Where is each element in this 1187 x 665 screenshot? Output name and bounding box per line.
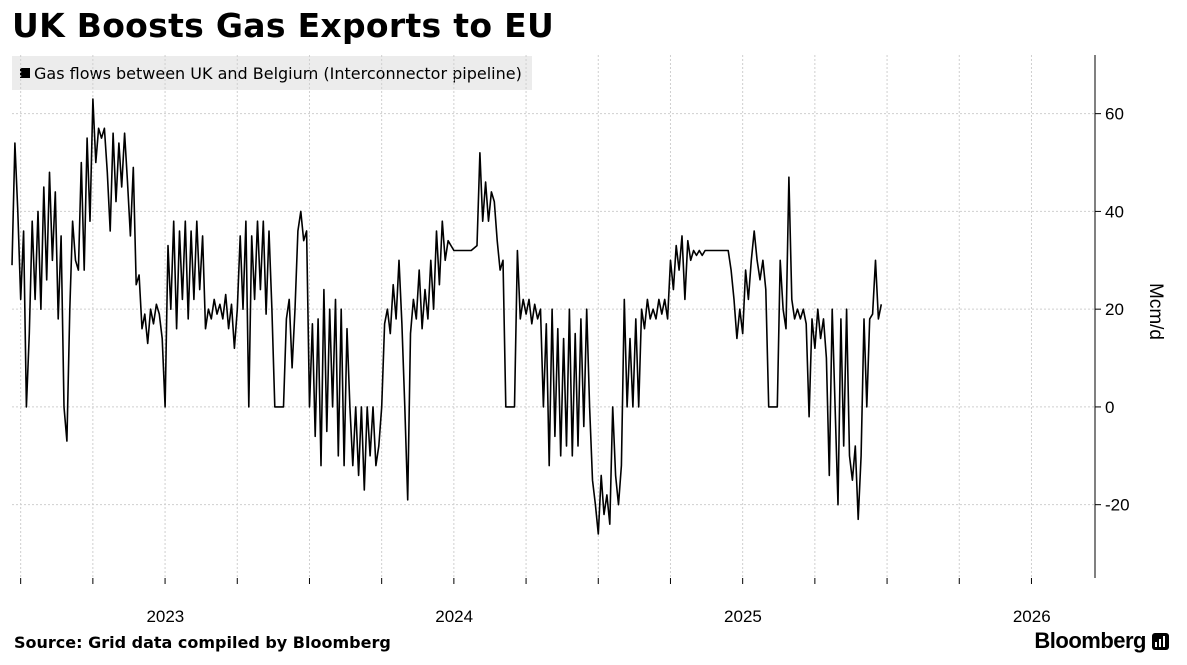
x-tick-label: 2023 (146, 607, 184, 626)
x-tick-label: 2025 (724, 607, 762, 626)
chart-title: UK Boosts Gas Exports to EU (12, 6, 555, 45)
y-tick-label: 20 (1105, 300, 1124, 319)
y-tick-label: -20 (1105, 496, 1130, 515)
x-tick-label: 2026 (1013, 607, 1051, 626)
source-note: Source: Grid data compiled by Bloomberg (14, 633, 391, 652)
x-tick-label: 2024 (435, 607, 473, 626)
y-tick-label: 60 (1105, 105, 1124, 124)
series-line-interconnector (11, 98, 883, 535)
y-axis-title: Mcm/d (1145, 283, 1166, 340)
bloomberg-logo: Bloomberg (1034, 628, 1169, 654)
legend-label: Gas flows between UK and Belgium (Interc… (34, 63, 522, 83)
brand-name: Bloomberg (1034, 628, 1146, 653)
y-tick-label: 0 (1105, 398, 1114, 417)
legend-swatch-icon (20, 68, 30, 78)
y-tick-label: 40 (1105, 202, 1124, 221)
bloomberg-chart-icon (1152, 632, 1169, 650)
legend: Gas flows between UK and Belgium (Interc… (12, 56, 532, 90)
